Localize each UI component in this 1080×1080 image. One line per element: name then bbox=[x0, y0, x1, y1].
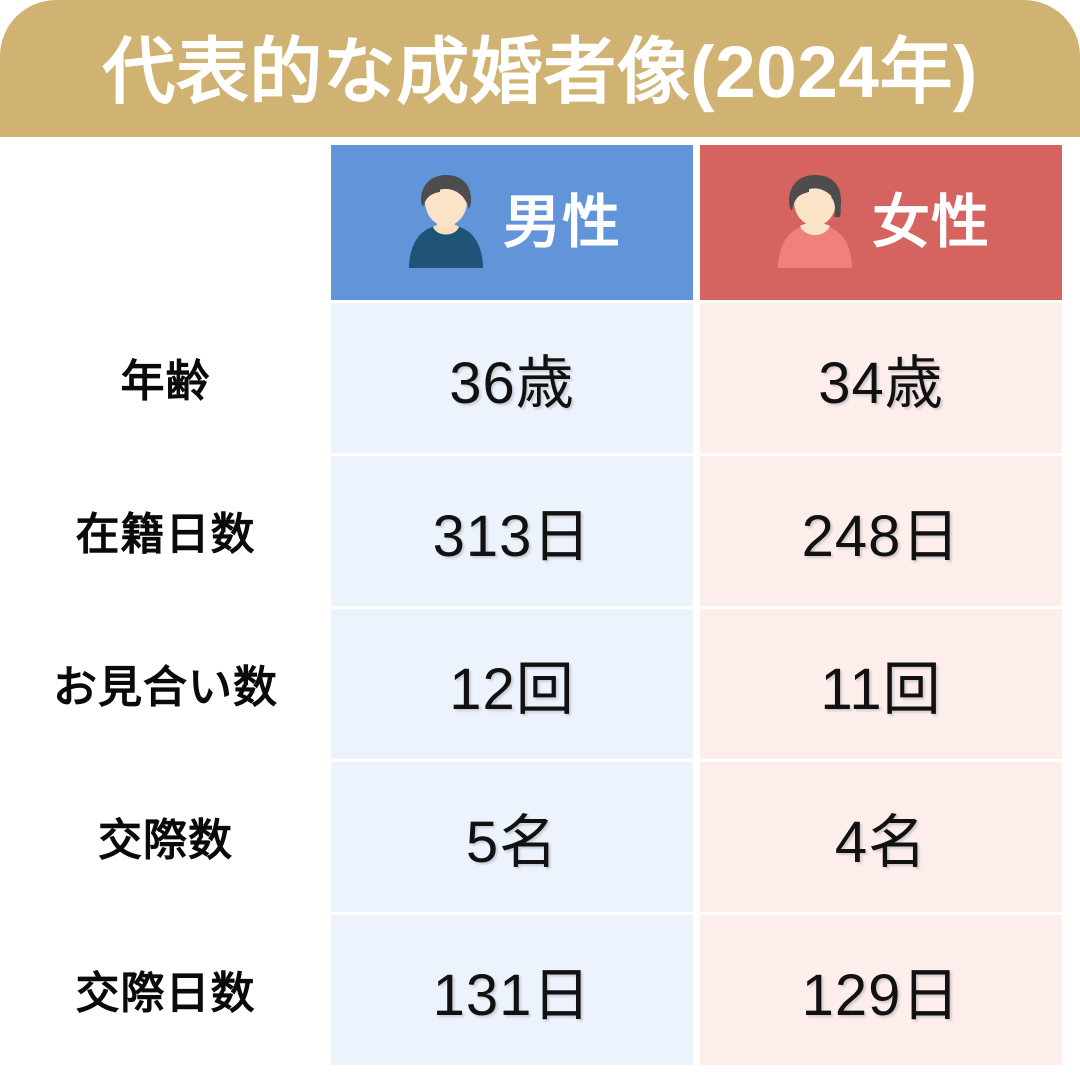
row-label-age: 年齢 bbox=[0, 300, 331, 453]
row-right-pad bbox=[1062, 300, 1080, 453]
row-label-enrollment-days: 在籍日数 bbox=[0, 453, 331, 606]
male-avatar-icon bbox=[403, 173, 489, 273]
table-row: 交際数 5名 4名 bbox=[0, 759, 1080, 912]
cell-age-male: 36歳 bbox=[331, 300, 693, 453]
table-header-row: 男性 bbox=[0, 145, 1080, 300]
row-right-pad bbox=[1062, 606, 1080, 759]
cell-enrollment-days-female: 248日 bbox=[700, 453, 1062, 606]
female-avatar-icon bbox=[772, 173, 858, 273]
row-column-gap bbox=[693, 759, 700, 912]
row-label-relationship-count: 交際数 bbox=[0, 759, 331, 912]
cell-omiai-count-female: 11回 bbox=[700, 606, 1062, 759]
row-column-gap bbox=[693, 606, 700, 759]
row-label-relationship-days: 交際日数 bbox=[0, 912, 331, 1065]
cell-relationship-count-female: 4名 bbox=[700, 759, 1062, 912]
row-column-gap bbox=[693, 453, 700, 606]
table-row: 年齢 36歳 34歳 bbox=[0, 300, 1080, 453]
header-corner-spacer bbox=[0, 145, 331, 300]
stats-table: 男性 bbox=[0, 145, 1080, 1065]
cell-relationship-days-male: 131日 bbox=[331, 912, 693, 1065]
table-body: 年齢 36歳 34歳 在籍日数 313日 248日 お見合い数 12回 11回 … bbox=[0, 300, 1080, 1065]
row-column-gap bbox=[693, 300, 700, 453]
cell-relationship-count-male: 5名 bbox=[331, 759, 693, 912]
header-right-pad bbox=[1062, 145, 1080, 300]
cell-omiai-count-male: 12回 bbox=[331, 606, 693, 759]
table-row: お見合い数 12回 11回 bbox=[0, 606, 1080, 759]
row-right-pad bbox=[1062, 759, 1080, 912]
row-right-pad bbox=[1062, 453, 1080, 606]
column-header-male: 男性 bbox=[331, 145, 693, 300]
title-banner: 代表的な成婚者像(2024年) bbox=[0, 0, 1080, 137]
column-header-female-label: 女性 bbox=[871, 189, 990, 255]
cell-relationship-days-female: 129日 bbox=[700, 912, 1062, 1065]
row-label-omiai-count: お見合い数 bbox=[0, 606, 331, 759]
column-header-male-label: 男性 bbox=[502, 189, 621, 255]
cell-age-female: 34歳 bbox=[700, 300, 1062, 453]
table-header: 男性 bbox=[0, 145, 1080, 300]
table-row: 交際日数 131日 129日 bbox=[0, 912, 1080, 1065]
column-header-female: 女性 bbox=[700, 145, 1062, 300]
header-column-gap bbox=[693, 145, 700, 300]
row-right-pad bbox=[1062, 912, 1080, 1065]
table-row: 在籍日数 313日 248日 bbox=[0, 453, 1080, 606]
row-column-gap bbox=[693, 912, 700, 1065]
page-title: 代表的な成婚者像(2024年) bbox=[102, 32, 978, 113]
cell-enrollment-days-male: 313日 bbox=[331, 453, 693, 606]
